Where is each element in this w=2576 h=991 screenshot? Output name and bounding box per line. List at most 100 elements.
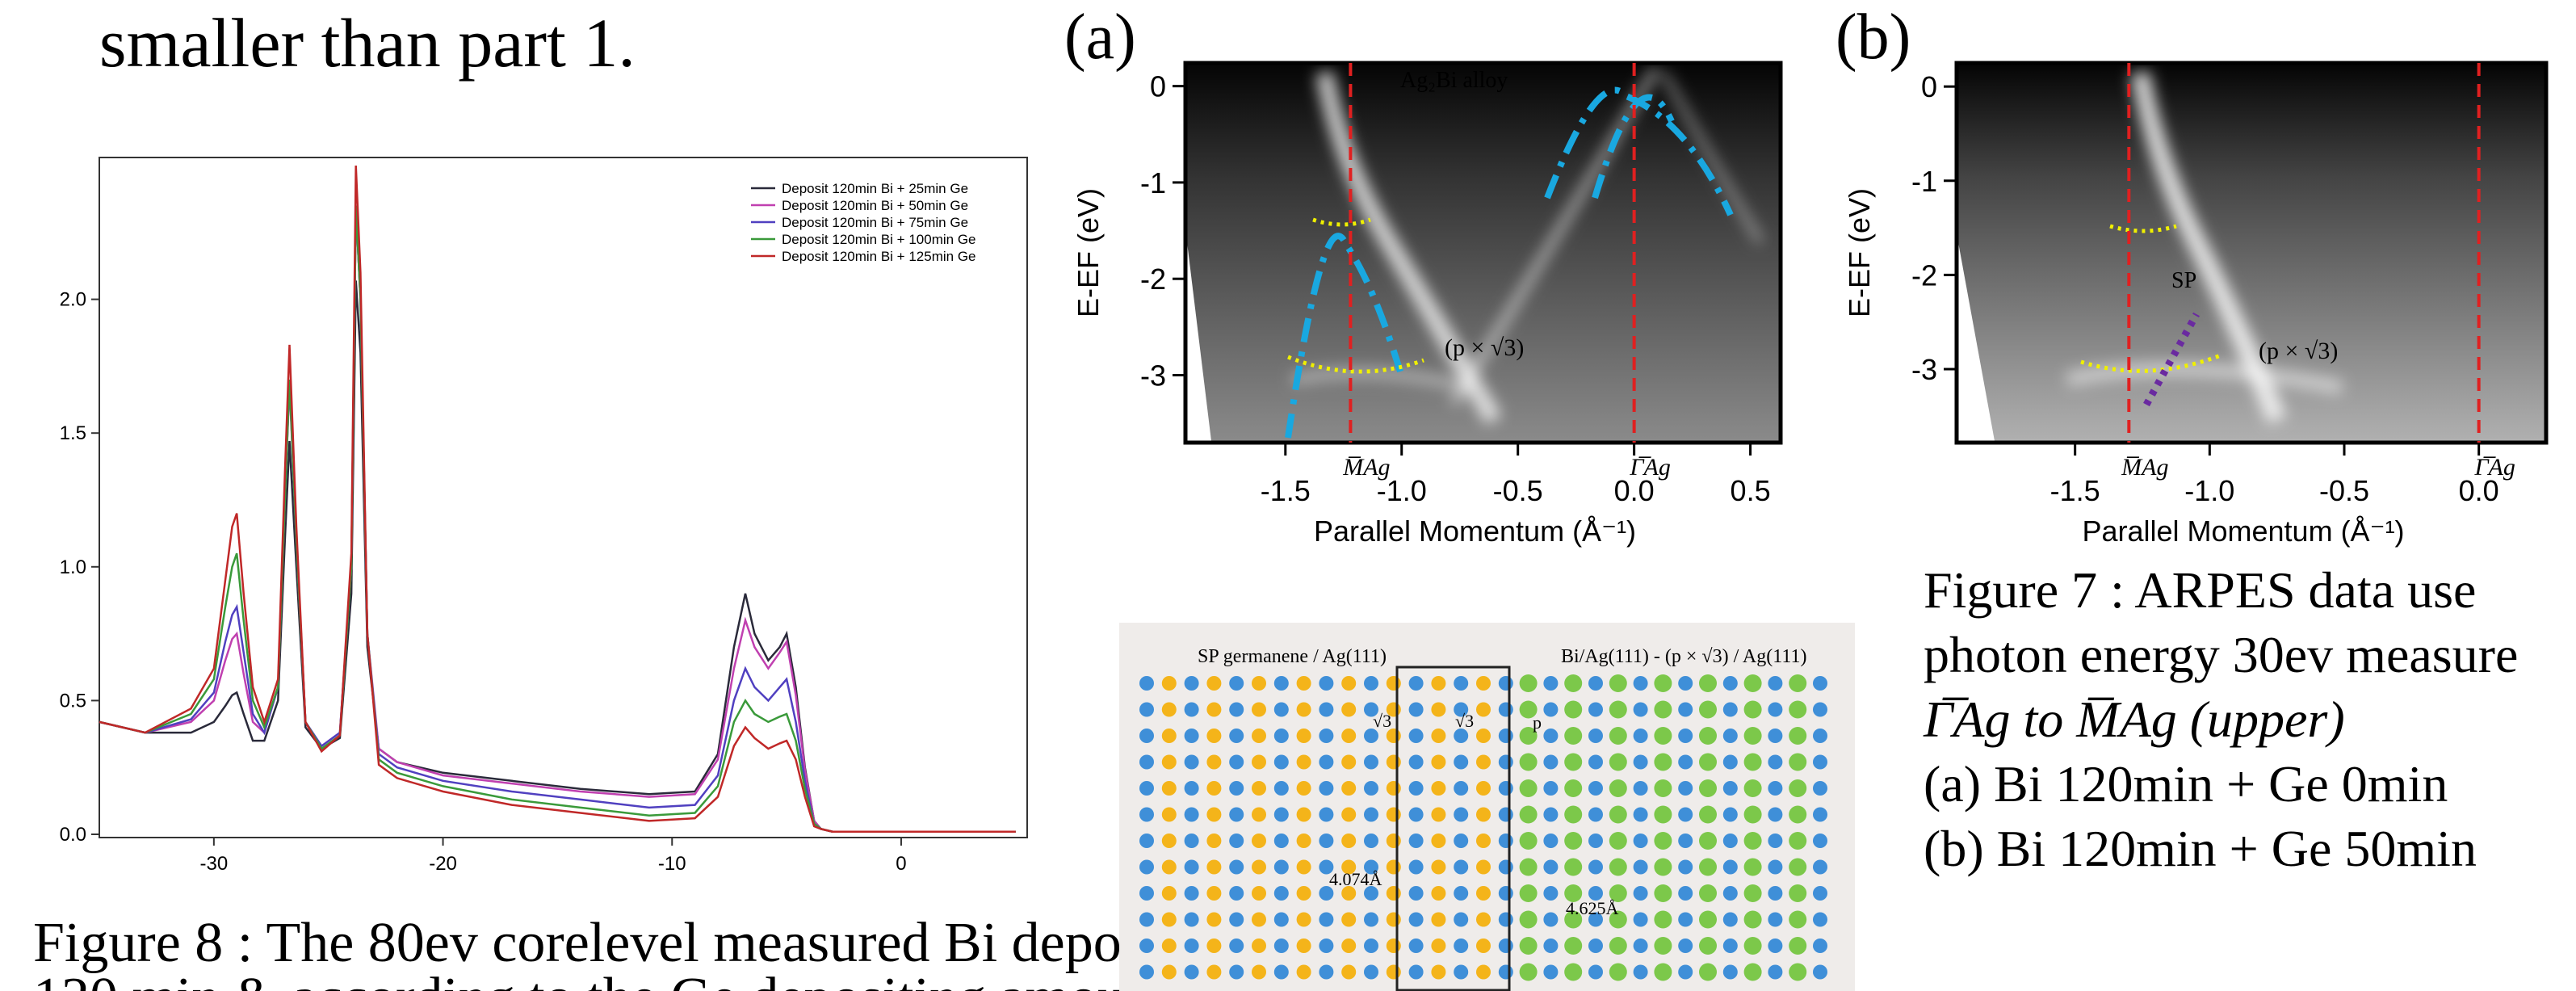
atom bbox=[1654, 832, 1672, 850]
atom bbox=[1341, 964, 1357, 980]
atom bbox=[1476, 729, 1491, 743]
atom bbox=[1633, 859, 1648, 875]
atom bbox=[1431, 886, 1446, 901]
atom bbox=[1161, 964, 1177, 980]
atom bbox=[1273, 859, 1289, 875]
atom bbox=[1296, 939, 1311, 953]
atom bbox=[1699, 832, 1717, 850]
marker-label: Γ̅Ag bbox=[1629, 454, 1670, 481]
atom bbox=[1229, 702, 1244, 717]
atom bbox=[1408, 886, 1424, 901]
atom bbox=[1341, 939, 1357, 953]
atom bbox=[1408, 859, 1424, 875]
atom bbox=[1722, 834, 1738, 848]
atom bbox=[1768, 939, 1783, 953]
atom bbox=[1476, 702, 1491, 717]
atom bbox=[1588, 964, 1603, 980]
atom bbox=[1341, 912, 1357, 927]
atom bbox=[1789, 937, 1807, 955]
atom bbox=[1564, 858, 1583, 876]
annotation: (p × √3) bbox=[1445, 334, 1524, 361]
atom bbox=[1319, 912, 1334, 927]
atom bbox=[1206, 886, 1222, 901]
atom bbox=[1678, 964, 1693, 980]
atom bbox=[1498, 781, 1513, 796]
atom bbox=[1161, 729, 1177, 743]
lattice-label: √3 bbox=[1373, 711, 1391, 731]
atom bbox=[1722, 912, 1738, 927]
atom bbox=[1813, 676, 1827, 691]
atom bbox=[1588, 676, 1603, 691]
atom bbox=[1699, 884, 1717, 902]
atom bbox=[1476, 754, 1491, 770]
legend-label: Deposit 120min Bi + 50min Ge bbox=[782, 198, 968, 213]
atom bbox=[1252, 676, 1266, 691]
atom bbox=[1206, 912, 1222, 927]
atom bbox=[1743, 674, 1762, 692]
atom bbox=[1229, 754, 1244, 770]
atom bbox=[1341, 834, 1357, 848]
atom bbox=[1789, 779, 1807, 797]
caption-line: 120 min & according to the Ge depositing… bbox=[33, 967, 1170, 991]
atom bbox=[1386, 754, 1401, 770]
atom bbox=[1498, 939, 1513, 953]
atom bbox=[1476, 964, 1491, 980]
caption-line: Figure 7 : ARPES data use bbox=[1924, 561, 2476, 619]
atom bbox=[1564, 779, 1583, 797]
x-tick-label: -10 bbox=[658, 853, 686, 875]
atom bbox=[1722, 729, 1738, 743]
legend-label: Deposit 120min Bi + 100min Ge bbox=[782, 232, 976, 247]
atom bbox=[1206, 939, 1222, 953]
atom bbox=[1588, 859, 1603, 875]
atom bbox=[1139, 912, 1154, 927]
atom bbox=[1408, 676, 1424, 691]
atom bbox=[1543, 859, 1559, 875]
atom bbox=[1408, 912, 1424, 927]
atom bbox=[1743, 963, 1762, 981]
y-tick-label: 0.0 bbox=[60, 824, 86, 846]
atom bbox=[1699, 858, 1717, 876]
atom bbox=[1476, 807, 1491, 822]
atom bbox=[1296, 807, 1311, 822]
atom bbox=[1609, 753, 1627, 771]
atom bbox=[1431, 939, 1446, 953]
atom bbox=[1364, 939, 1378, 953]
atom bbox=[1743, 937, 1762, 955]
atom bbox=[1519, 700, 1538, 719]
atom bbox=[1364, 729, 1378, 743]
atom bbox=[1498, 676, 1513, 691]
atom bbox=[1498, 729, 1513, 743]
x-axis-label: Parallel Momentum (Å⁻¹) bbox=[2082, 514, 2404, 548]
atom bbox=[1252, 912, 1266, 927]
atom bbox=[1609, 858, 1627, 876]
atom bbox=[1609, 963, 1627, 981]
atom bbox=[1341, 676, 1357, 691]
atom bbox=[1654, 700, 1672, 719]
atom bbox=[1678, 807, 1693, 822]
y-tick-label: -1 bbox=[1140, 166, 1166, 199]
atom bbox=[1743, 700, 1762, 719]
atom bbox=[1699, 674, 1717, 692]
atom bbox=[1768, 834, 1783, 848]
atom bbox=[1543, 834, 1559, 848]
atom bbox=[1633, 702, 1648, 717]
atom bbox=[1813, 964, 1827, 980]
atom bbox=[1543, 781, 1559, 796]
atom bbox=[1768, 781, 1783, 796]
atom bbox=[1184, 729, 1199, 743]
atom bbox=[1543, 939, 1559, 953]
atom bbox=[1431, 676, 1446, 691]
atom bbox=[1588, 702, 1603, 717]
atom bbox=[1609, 727, 1627, 745]
arpes-image bbox=[1958, 65, 2545, 441]
atom bbox=[1273, 754, 1289, 770]
atom bbox=[1184, 939, 1199, 953]
atom bbox=[1498, 754, 1513, 770]
atom bbox=[1386, 781, 1401, 796]
atom bbox=[1633, 939, 1648, 953]
atom bbox=[1184, 781, 1199, 796]
y-tick-label: 1.0 bbox=[60, 556, 86, 578]
atom bbox=[1609, 805, 1627, 824]
heading: smaller than part 1. bbox=[99, 4, 636, 82]
atom bbox=[1519, 832, 1538, 850]
